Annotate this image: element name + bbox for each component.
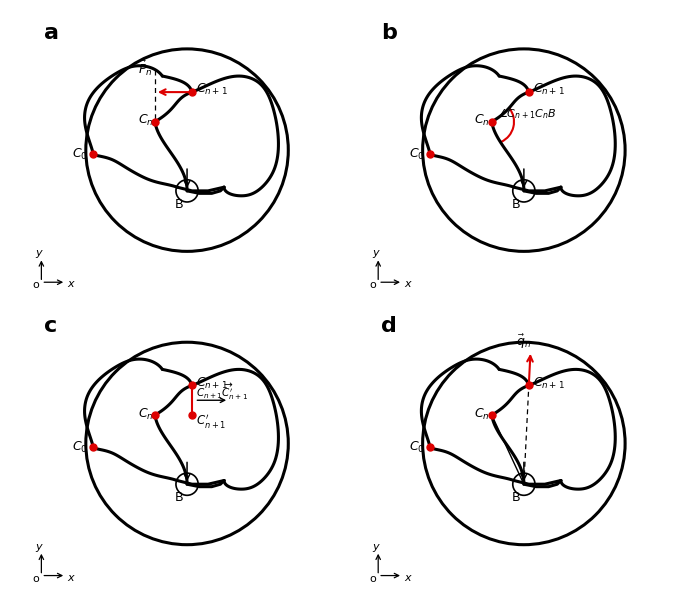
Text: B: B bbox=[512, 198, 520, 211]
Text: $C_n$: $C_n$ bbox=[138, 113, 153, 128]
Text: o: o bbox=[369, 574, 376, 584]
Text: a: a bbox=[44, 23, 59, 43]
Text: b: b bbox=[381, 23, 397, 43]
Text: x: x bbox=[67, 279, 74, 289]
Text: x: x bbox=[67, 573, 74, 582]
Text: B: B bbox=[512, 492, 520, 504]
Text: $C_0$: $C_0$ bbox=[72, 440, 88, 455]
Text: o: o bbox=[33, 281, 40, 290]
Text: o: o bbox=[369, 281, 376, 290]
Text: $C_0$: $C_0$ bbox=[72, 147, 88, 162]
Text: $\angle C_{n+1}C_nB$: $\angle C_{n+1}C_nB$ bbox=[497, 106, 556, 121]
Text: x: x bbox=[404, 573, 411, 582]
Text: x: x bbox=[404, 279, 411, 289]
Text: y: y bbox=[35, 248, 42, 258]
Text: B: B bbox=[175, 492, 184, 504]
Text: B: B bbox=[175, 198, 184, 211]
Text: $C_{n+1}'$: $C_{n+1}'$ bbox=[196, 412, 225, 430]
Text: $C_n$: $C_n$ bbox=[138, 406, 153, 422]
Text: y: y bbox=[35, 542, 42, 552]
Text: d: d bbox=[381, 316, 397, 337]
Text: c: c bbox=[44, 316, 57, 337]
Text: y: y bbox=[372, 248, 379, 258]
Text: y: y bbox=[372, 542, 379, 552]
Text: $C_{n+1}$: $C_{n+1}$ bbox=[532, 376, 564, 391]
Text: $C_{n+1}$: $C_{n+1}$ bbox=[532, 82, 564, 97]
Text: $C_{n+1}$: $C_{n+1}$ bbox=[196, 82, 227, 97]
Text: $C_n$: $C_n$ bbox=[475, 406, 490, 422]
Text: $\vec{P}_n$: $\vec{P}_n$ bbox=[138, 58, 152, 78]
Text: $C_n$: $C_n$ bbox=[475, 113, 490, 128]
Text: $C_0$: $C_0$ bbox=[409, 147, 425, 162]
Text: $\overrightarrow{C_{n+1}C_{n+1}^{\prime}}$: $\overrightarrow{C_{n+1}C_{n+1}^{\prime}… bbox=[196, 380, 248, 401]
Text: $\vec{q}_n$: $\vec{q}_n$ bbox=[516, 333, 531, 351]
Text: $C_0$: $C_0$ bbox=[409, 440, 425, 455]
Text: $C_{n+1}$: $C_{n+1}$ bbox=[196, 376, 227, 391]
Text: o: o bbox=[33, 574, 40, 584]
